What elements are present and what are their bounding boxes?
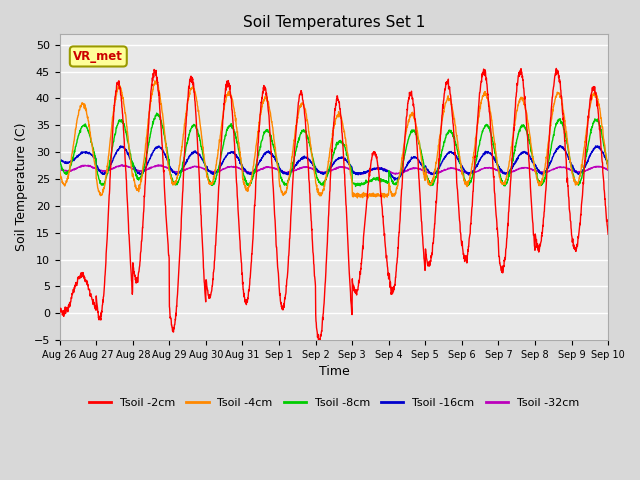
Title: Soil Temperatures Set 1: Soil Temperatures Set 1 bbox=[243, 15, 425, 30]
Legend: Tsoil -2cm, Tsoil -4cm, Tsoil -8cm, Tsoil -16cm, Tsoil -32cm: Tsoil -2cm, Tsoil -4cm, Tsoil -8cm, Tsoi… bbox=[84, 393, 584, 412]
Text: VR_met: VR_met bbox=[74, 50, 124, 63]
X-axis label: Time: Time bbox=[319, 365, 349, 378]
Y-axis label: Soil Temperature (C): Soil Temperature (C) bbox=[15, 123, 28, 251]
